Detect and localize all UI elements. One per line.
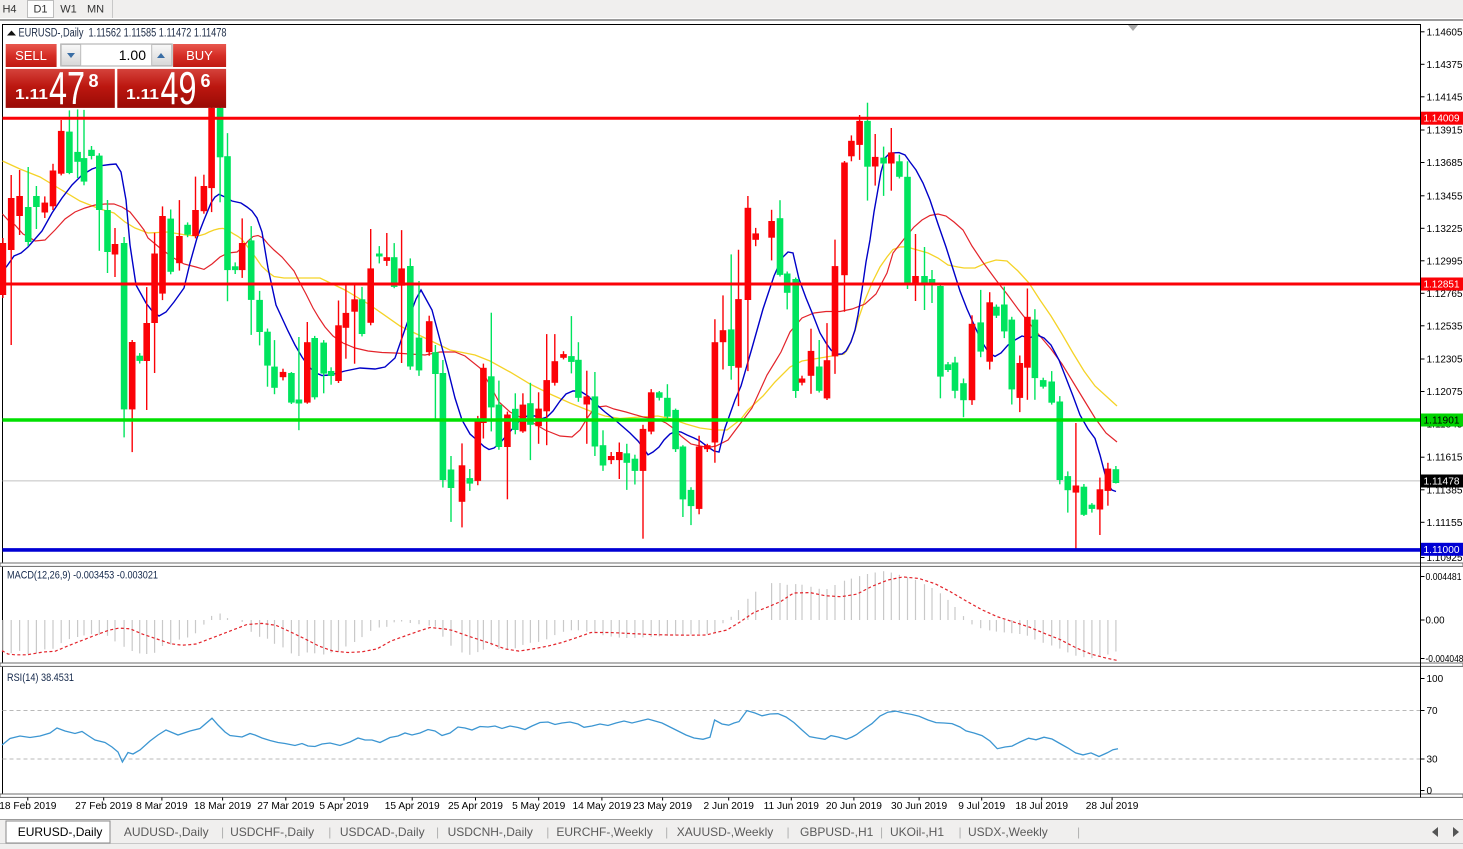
svg-text:1.12995: 1.12995 xyxy=(1427,256,1463,267)
svg-text:|: | xyxy=(880,825,883,839)
svg-text:1.14605: 1.14605 xyxy=(1427,27,1463,38)
svg-text:1.11155: 1.11155 xyxy=(1427,518,1463,529)
svg-text:100: 100 xyxy=(1427,674,1444,685)
svg-text:1.11: 1.11 xyxy=(15,86,48,103)
svg-text:USDCNH-,Daily: USDCNH-,Daily xyxy=(448,825,533,839)
svg-text:1.11615: 1.11615 xyxy=(1427,453,1463,464)
svg-text:6: 6 xyxy=(201,71,211,91)
svg-text:18 Feb 2019: 18 Feb 2019 xyxy=(0,801,57,812)
svg-text:18 Mar 2019: 18 Mar 2019 xyxy=(194,801,252,812)
svg-text:XAUUSD-,Weekly: XAUUSD-,Weekly xyxy=(677,825,773,839)
svg-text:1.13915: 1.13915 xyxy=(1427,126,1463,137)
svg-text:1.11000: 1.11000 xyxy=(1424,545,1460,556)
svg-text:5 May 2019: 5 May 2019 xyxy=(512,801,566,812)
svg-text:|: | xyxy=(665,825,668,839)
svg-text:1.11385: 1.11385 xyxy=(1427,485,1463,496)
svg-text:EURUSD-,Daily: EURUSD-,Daily xyxy=(18,825,103,839)
svg-text:D1: D1 xyxy=(33,4,47,16)
svg-text:AUDUSD-,Daily: AUDUSD-,Daily xyxy=(124,825,209,839)
svg-text:USDCAD-,Daily: USDCAD-,Daily xyxy=(340,825,425,839)
svg-text:1.11478: 1.11478 xyxy=(1424,477,1460,488)
svg-text:8: 8 xyxy=(89,71,99,91)
svg-text:USDX-,Weekly: USDX-,Weekly xyxy=(968,825,1048,839)
svg-text:BUY: BUY xyxy=(186,48,213,63)
svg-text:1.14375: 1.14375 xyxy=(1427,60,1463,71)
svg-text:1.00: 1.00 xyxy=(119,47,146,63)
svg-text:1.12851: 1.12851 xyxy=(1424,280,1460,291)
svg-text:8 Mar 2019: 8 Mar 2019 xyxy=(136,801,188,812)
svg-text:47: 47 xyxy=(49,62,85,114)
svg-text:1.13225: 1.13225 xyxy=(1427,224,1463,235)
svg-text:1.14145: 1.14145 xyxy=(1427,92,1463,103)
svg-text:5 Apr 2019: 5 Apr 2019 xyxy=(319,801,369,812)
svg-text:H4: H4 xyxy=(2,4,16,16)
svg-text:9 Jul 2019: 9 Jul 2019 xyxy=(958,801,1005,812)
svg-text:0: 0 xyxy=(1427,786,1433,797)
svg-text:W1: W1 xyxy=(60,4,77,16)
svg-text:|: | xyxy=(546,825,549,839)
svg-text:70: 70 xyxy=(1427,706,1439,717)
svg-text:|: | xyxy=(221,825,224,839)
svg-text:|: | xyxy=(1077,825,1080,839)
svg-text:28 Jul 2019: 28 Jul 2019 xyxy=(1086,801,1139,812)
svg-text:MN: MN xyxy=(87,4,104,16)
svg-text:23 May 2019: 23 May 2019 xyxy=(633,801,692,812)
svg-text:30: 30 xyxy=(1427,755,1439,766)
svg-text:1.13685: 1.13685 xyxy=(1427,158,1463,169)
svg-text:GBPUSD-,H1: GBPUSD-,H1 xyxy=(800,825,874,839)
svg-text:27 Feb 2019: 27 Feb 2019 xyxy=(75,801,133,812)
svg-text:UKOil-,H1: UKOil-,H1 xyxy=(890,825,944,839)
svg-text:49: 49 xyxy=(161,62,197,114)
svg-text:|: | xyxy=(436,825,439,839)
svg-text:0.004481: 0.004481 xyxy=(1426,572,1462,583)
svg-text:0.00: 0.00 xyxy=(1426,616,1445,627)
svg-text:20 Jun 2019: 20 Jun 2019 xyxy=(826,801,882,812)
svg-text:1.11: 1.11 xyxy=(126,86,159,103)
svg-text:18 Jul 2019: 18 Jul 2019 xyxy=(1015,801,1068,812)
svg-text:2 Jun 2019: 2 Jun 2019 xyxy=(703,801,754,812)
svg-text:1.12075: 1.12075 xyxy=(1427,387,1463,398)
svg-text:USDCHF-,Daily: USDCHF-,Daily xyxy=(230,825,314,839)
svg-text:SELL: SELL xyxy=(15,48,47,63)
svg-text:27 Mar 2019: 27 Mar 2019 xyxy=(257,801,315,812)
svg-text:25 Apr 2019: 25 Apr 2019 xyxy=(448,801,503,812)
svg-text:1.11901: 1.11901 xyxy=(1424,416,1460,427)
svg-text:14 May 2019: 14 May 2019 xyxy=(572,801,631,812)
svg-text:MACD(12,26,9) -0.003453 -0.003: MACD(12,26,9) -0.003453 -0.003021 xyxy=(7,570,158,582)
svg-text:-0.004048: -0.004048 xyxy=(1426,654,1463,665)
svg-text:1.14009: 1.14009 xyxy=(1424,114,1460,125)
svg-text:1.12305: 1.12305 xyxy=(1427,355,1463,366)
svg-text:1.10925: 1.10925 xyxy=(1427,553,1463,564)
svg-text:RSI(14) 38.4531: RSI(14) 38.4531 xyxy=(7,672,74,684)
svg-text:EURUSD-,Daily 1.11562 1.11585: EURUSD-,Daily 1.11562 1.11585 1.11472 1.… xyxy=(19,28,227,40)
svg-text:11 Jun 2019: 11 Jun 2019 xyxy=(764,801,820,812)
svg-text:1.13455: 1.13455 xyxy=(1427,191,1463,202)
svg-text:15 Apr 2019: 15 Apr 2019 xyxy=(385,801,440,812)
svg-text:|: | xyxy=(787,825,790,839)
svg-text:|: | xyxy=(328,825,331,839)
svg-text:|: | xyxy=(959,825,962,839)
svg-text:1.12765: 1.12765 xyxy=(1427,289,1463,300)
svg-text:1.12535: 1.12535 xyxy=(1427,321,1463,332)
svg-text:30 Jun 2019: 30 Jun 2019 xyxy=(891,801,947,812)
svg-text:EURCHF-,Weekly: EURCHF-,Weekly xyxy=(556,825,652,839)
